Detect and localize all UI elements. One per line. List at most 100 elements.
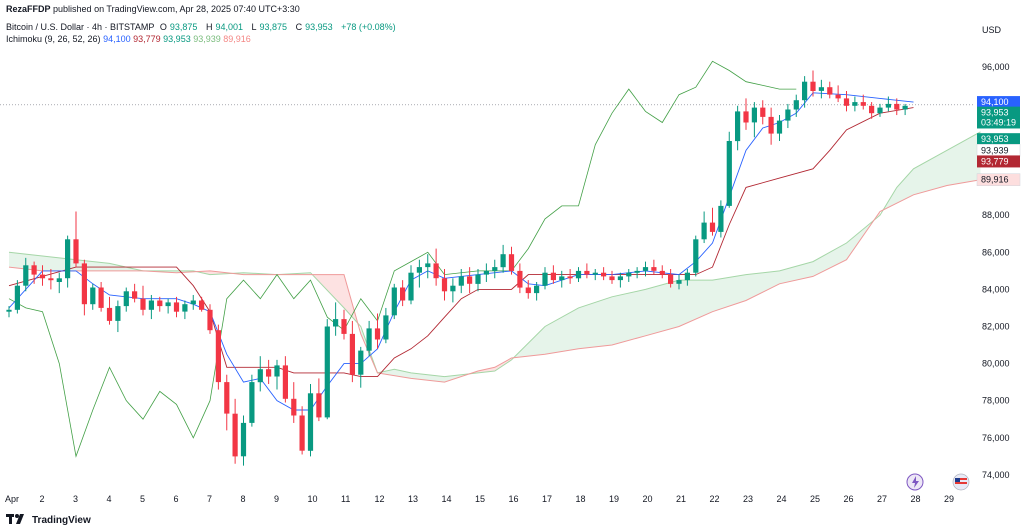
replay-icon[interactable]: [906, 473, 924, 491]
candle: [601, 267, 607, 281]
time-tick-label: 29: [944, 494, 954, 504]
candle-body: [450, 285, 456, 292]
candle: [567, 269, 573, 284]
time-tick-label: 14: [442, 494, 452, 504]
candle: [73, 211, 79, 268]
candle: [575, 267, 582, 282]
candle: [592, 269, 598, 281]
candle: [894, 98, 900, 116]
price-tick-label: 88,000: [982, 210, 1010, 220]
candle: [157, 296, 163, 312]
flag-icon-stripe: [955, 482, 967, 484]
candle-body: [559, 276, 565, 281]
candle: [668, 269, 674, 288]
price-axis-badge: 94,100: [977, 96, 1020, 109]
currency-label[interactable]: USD: [982, 25, 1002, 35]
candle-body: [843, 98, 850, 106]
candle: [249, 374, 255, 427]
symbol-name: Bitcoin / U.S. Dollar · 4h · BITSTAMP: [6, 22, 155, 32]
candle: [885, 96, 891, 112]
candle-body: [743, 111, 749, 123]
time-tick-label: 2: [40, 494, 45, 504]
published-text: published on TradingView.com, Apr 28, 20…: [53, 4, 300, 14]
time-tick-label: 9: [274, 494, 279, 504]
candle: [148, 294, 154, 320]
candle-body: [651, 267, 657, 271]
candle: [14, 280, 20, 314]
price-tick-label: 84,000: [982, 284, 1010, 294]
candle-body: [6, 309, 12, 312]
candle: [39, 265, 46, 286]
price-badge-text: 89,916: [981, 175, 1009, 185]
price-tick-label: 74,000: [982, 470, 1010, 480]
ohlc-high: H 94,001: [205, 22, 243, 32]
candle: [609, 270, 615, 284]
candle: [98, 281, 104, 312]
price-axis-badge: 93,953: [977, 133, 1020, 146]
candle-body: [366, 328, 372, 351]
candle-body: [517, 270, 523, 288]
candle: [869, 102, 875, 119]
candle: [307, 383, 314, 457]
candle: [90, 283, 96, 310]
indicator-legend[interactable]: Ichimoku (9, 26, 52, 26) 94,100 93,779 9…: [6, 34, 251, 44]
candle: [6, 306, 12, 318]
candle-body: [534, 285, 540, 294]
candle: [492, 259, 498, 279]
candle-body: [768, 116, 774, 134]
candle: [517, 263, 523, 294]
candle-body: [257, 369, 263, 383]
time-tick-label: 26: [844, 494, 854, 504]
tradingview-logo-icon: [6, 514, 24, 524]
publisher-name[interactable]: RezaFFDP: [6, 4, 51, 14]
candle: [23, 257, 29, 292]
flag-icon-stripe: [955, 478, 967, 480]
candle: [65, 235, 71, 288]
candle-body: [735, 111, 741, 142]
candle-body: [408, 272, 414, 301]
candle: [458, 269, 464, 294]
candle: [776, 115, 783, 142]
price-axis-badge: 93,939: [976, 144, 1021, 157]
candle: [642, 261, 649, 277]
candle-body: [626, 272, 632, 277]
time-tick-label: 16: [509, 494, 519, 504]
ohlc-close: C 93,953: [295, 22, 333, 32]
cloud-segment: [360, 326, 468, 383]
candle-body: [349, 333, 355, 375]
time-tick-label: 18: [576, 494, 586, 504]
candle-body: [835, 94, 841, 99]
price-tick-label: 78,000: [982, 396, 1010, 406]
candle: [324, 319, 330, 420]
time-tick-label: 23: [743, 494, 753, 504]
candle-body: [718, 205, 724, 232]
candle: [115, 300, 121, 333]
candle-body: [81, 263, 87, 305]
candle-body: [701, 222, 707, 240]
candle: [827, 81, 833, 99]
candle-body: [508, 254, 515, 271]
candle: [123, 287, 129, 312]
candle-body: [31, 265, 37, 275]
candle: [441, 269, 448, 301]
time-tick-label: Apr: [5, 494, 19, 504]
candle: [199, 296, 205, 312]
tenkan-sen-line: [8, 92, 914, 411]
candle-body: [642, 267, 649, 271]
candle-body: [224, 382, 230, 414]
candle-body: [383, 315, 389, 340]
time-tick-label: 6: [174, 494, 179, 504]
flag-icon[interactable]: [952, 473, 970, 491]
candle: [676, 274, 682, 290]
span-b-value: 89,916: [223, 34, 251, 44]
candle-body: [324, 326, 330, 418]
publish-header: RezaFFDP published on TradingView.com, A…: [6, 4, 300, 14]
candle: [48, 269, 54, 290]
kijun-value: 93,779: [133, 34, 161, 44]
candle: [106, 296, 113, 325]
candle-body: [240, 422, 247, 457]
candle-body: [282, 365, 288, 399]
candle-body: [374, 328, 381, 340]
